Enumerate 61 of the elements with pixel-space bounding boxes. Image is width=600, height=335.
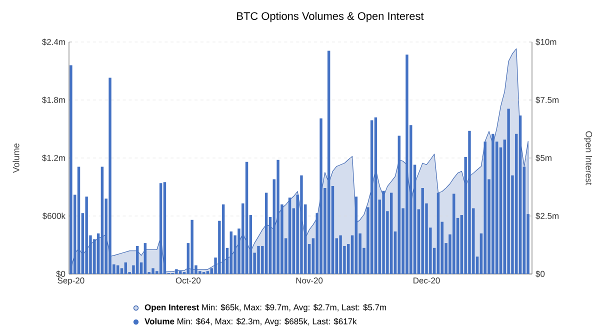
- bar: [144, 243, 147, 274]
- bar: [159, 183, 162, 274]
- y2-tick-label: $10m: [536, 38, 556, 46]
- bar: [70, 65, 72, 274]
- bar: [300, 175, 303, 274]
- bar: [406, 54, 408, 274]
- y-axis-title: Volume: [12, 143, 20, 173]
- x-tick-label: Dec-20: [414, 278, 440, 284]
- bar: [100, 166, 104, 274]
- bar: [264, 192, 268, 274]
- x-tick-label: Oct-20: [176, 278, 201, 284]
- bar: [484, 142, 486, 274]
- bar: [179, 271, 182, 274]
- bar: [452, 194, 456, 274]
- y2-tick-label: $2.5m: [536, 212, 559, 220]
- y-tick-label: $600k: [42, 212, 66, 220]
- bar: [327, 50, 330, 274]
- bar: [518, 115, 522, 274]
- x-tick-label: Sep-20: [58, 278, 84, 286]
- bar: [136, 246, 139, 274]
- y-tick-label: $1.2m: [42, 154, 65, 162]
- bar: [257, 246, 260, 274]
- bar: [108, 78, 112, 274]
- bar: [175, 269, 178, 274]
- bar: [230, 231, 232, 274]
- bar: [116, 265, 120, 274]
- bar: [507, 108, 510, 274]
- bar: [190, 220, 194, 274]
- x-tick-label: Nov-20: [296, 278, 323, 284]
- bar: [339, 235, 342, 274]
- bar: [398, 136, 401, 274]
- bar: [421, 188, 424, 274]
- bar: [354, 196, 358, 274]
- bar: [320, 118, 322, 274]
- bar: [468, 130, 471, 274]
- bar: [436, 192, 440, 274]
- y2-tick-label: $0: [536, 270, 545, 278]
- bar: [374, 117, 378, 274]
- bar: [288, 198, 292, 274]
- y-tick-label: $1.8m: [42, 96, 65, 104]
- bar: [152, 268, 154, 274]
- y-tick-label: $2.4m: [42, 38, 65, 46]
- y-tick-label: $0: [56, 270, 66, 278]
- y2-axis-title: Open Interest: [584, 131, 592, 186]
- bar: [77, 166, 80, 274]
- bar: [382, 190, 385, 274]
- bar: [370, 120, 374, 274]
- bar: [222, 204, 225, 274]
- bar: [206, 271, 210, 274]
- legend-label: Volume Min: $64, Max: $2.3m, Avg: $685k, Last: $617k: [144, 318, 357, 326]
- bar: [163, 182, 166, 274]
- bar: [276, 160, 280, 274]
- bar: [492, 134, 494, 274]
- legend-label: Open Interest Min: $65k, Max: $9.7m, Avg: $2.7m, Last: $5.7m: [144, 304, 386, 312]
- chart-title: BTC Options Volumes & Open Interest: [237, 12, 424, 22]
- y2-tick-label: $5m: [536, 154, 552, 162]
- bar: [85, 196, 88, 274]
- y2-tick-label: $7.5m: [536, 96, 559, 104]
- bar: [390, 192, 393, 274]
- bar: [124, 262, 128, 274]
- bar: [245, 162, 248, 274]
